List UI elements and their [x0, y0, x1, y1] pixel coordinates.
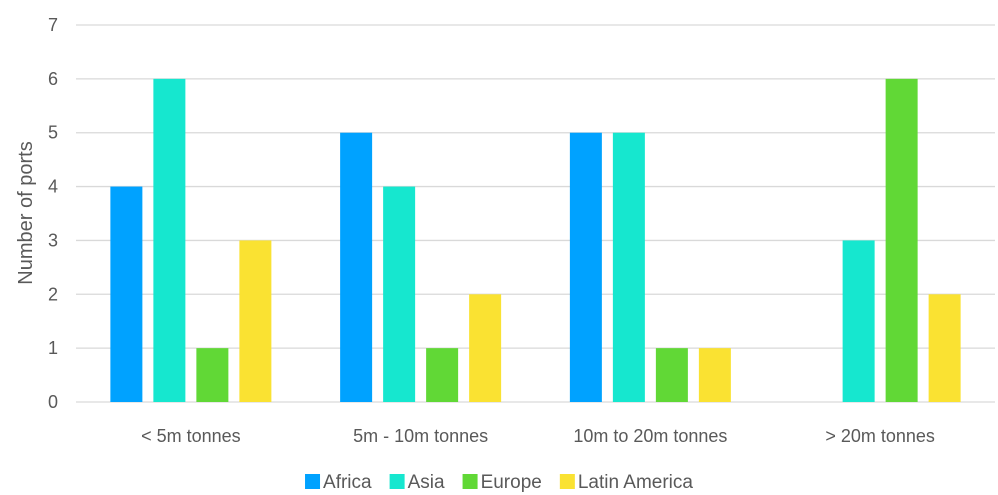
bar-europe: [426, 348, 459, 402]
bar-europe: [196, 348, 229, 402]
gridlines: [76, 24, 995, 403]
legend-swatch: [389, 474, 405, 489]
y-tick-label: 5: [48, 123, 58, 143]
bar-latin-america: [239, 240, 272, 402]
y-axis-label: Number of ports: [15, 141, 37, 284]
bar-asia: [842, 240, 875, 402]
legend-label: Europe: [481, 472, 542, 493]
legend-label: Latin America: [578, 472, 694, 493]
legend-item: Africa: [305, 472, 372, 493]
x-tick-label: > 20m tonnes: [825, 426, 935, 446]
bar-africa: [110, 186, 143, 402]
x-axis-ticks: < 5m tonnes 5m - 10m tonnes 10m to 20m ton…: [141, 426, 935, 446]
bar-africa: [569, 132, 602, 402]
bar-latin-america: [698, 348, 731, 402]
bar-latin-america: [469, 294, 502, 402]
bar-africa: [340, 132, 373, 402]
bar-latin-america: [928, 294, 961, 402]
y-tick-label: 3: [48, 230, 58, 250]
legend-item: Asia: [389, 472, 445, 493]
bar-asia: [153, 78, 186, 402]
bar-asia: [612, 132, 645, 402]
bar-europe: [885, 78, 918, 402]
x-tick-label: 5m - 10m tonnes: [353, 426, 488, 446]
legend-item: Europe: [462, 472, 542, 493]
legend-label: Asia: [408, 472, 445, 493]
legend-swatch: [462, 474, 478, 489]
bar-asia: [383, 186, 416, 402]
x-tick-label: < 5m tonnes: [141, 426, 241, 446]
y-tick-label: 2: [48, 284, 58, 304]
y-tick-label: 6: [48, 69, 58, 89]
y-tick-label: 0: [48, 392, 58, 412]
legend-label: Africa: [323, 472, 372, 493]
y-tick-label: 7: [48, 15, 58, 35]
y-tick-label: 1: [48, 338, 58, 358]
legend: Africa Asia Europe Latin America: [305, 472, 693, 493]
legend-swatch: [559, 474, 575, 489]
x-tick-label: 10m to 20m tonnes: [573, 426, 727, 446]
bars: [110, 78, 961, 402]
y-axis-ticks: 0 1 2 3 4 5 6 7: [48, 15, 58, 412]
bar-europe: [655, 348, 688, 402]
y-tick-label: 4: [48, 177, 58, 197]
legend-item: Latin America: [559, 472, 694, 493]
legend-swatch: [305, 474, 321, 489]
